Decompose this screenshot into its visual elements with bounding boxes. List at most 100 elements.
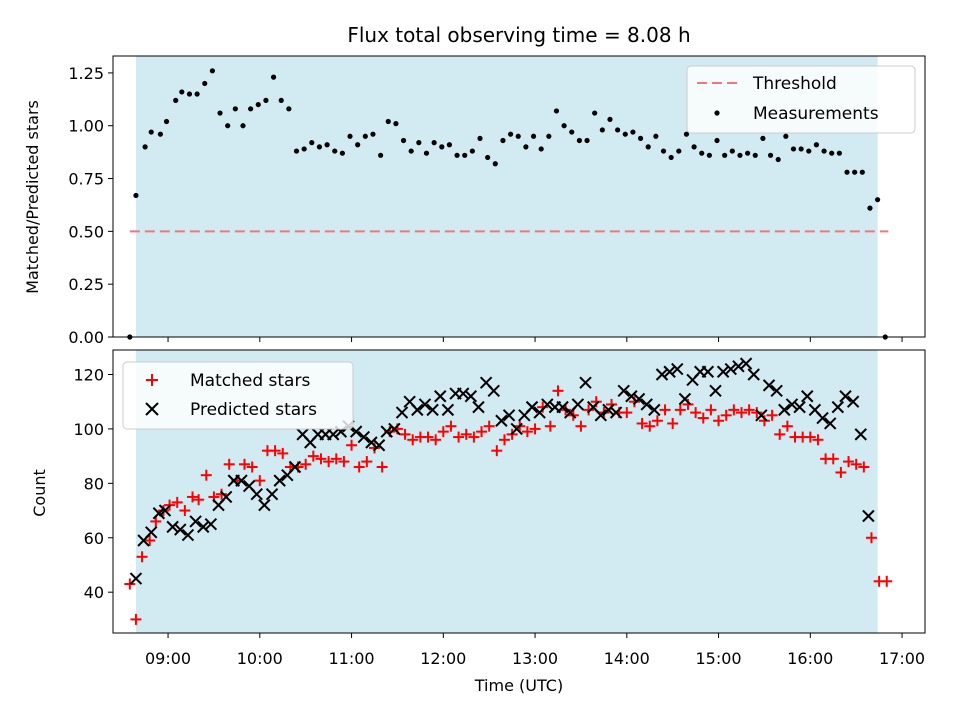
measurement-point [423,150,430,156]
matched-point [150,515,162,527]
matched-point [835,466,847,478]
y-tick-label: 80 [84,474,104,493]
measurement-point [714,137,720,144]
predicted-point [632,392,646,406]
measurement-point [439,144,445,150]
matched-point [858,461,870,473]
matched-point [781,420,793,432]
predicted-point [831,400,845,414]
matched-point [552,385,564,397]
measurement-point [561,123,567,129]
matched-point [644,420,656,432]
measurement-point [867,205,873,211]
matched-point [468,431,480,443]
matched-point [315,453,327,465]
predicted-point [823,417,837,430]
measurement-point [301,146,307,152]
predicted-point [510,422,523,436]
matched-point [136,551,148,563]
predicted-point [724,362,737,376]
measurement-point [477,135,483,141]
predicted-point [525,400,539,414]
matched-point [766,409,778,421]
matched-point [124,578,136,590]
measurement-point [270,74,277,80]
measurement-point [462,152,468,158]
top-panel: Flux total observing time = 8.08 h 0.000… [23,23,926,347]
bottom-axes-frame [112,349,926,634]
measurement-point [584,137,590,144]
measurement-point [829,150,835,156]
predicted-point [288,460,302,474]
measurement-point [569,129,575,135]
x-tick-label: 15:00 [696,649,742,668]
measurement-point [286,106,292,112]
y-tick-label: 60 [84,529,104,548]
predicted-point [456,387,470,400]
matched-point [307,450,319,462]
measurement-point [836,150,842,156]
predicted-point [770,384,783,398]
matched-point [277,447,289,459]
measurement-point [316,144,323,150]
measurement-point [469,148,475,154]
matched-point [544,420,556,432]
x-tick-label: 14:00 [604,649,650,668]
measurement-point [729,148,735,154]
measurement-point [179,89,185,95]
matched-point [774,428,786,440]
matched-point [804,431,816,443]
predicted-point [441,403,455,417]
measurement-point [202,80,208,87]
x-tick-label: 17:00 [879,649,925,668]
top-axes-frame [112,55,926,338]
measurement-point [653,133,659,139]
matched-point [476,426,488,438]
matched-point [346,439,358,451]
measurement-point [767,152,774,158]
predicted-point [411,403,424,417]
predicted-point [617,384,630,398]
measurement-point [844,169,850,175]
matched-point [254,475,266,487]
predicted-point [166,520,179,534]
x-tick-label: 11:00 [328,649,374,668]
matched-point [187,491,199,503]
measurement-point [416,140,422,146]
matched-point [529,423,541,435]
predicted-point [556,400,569,414]
measurement-point [706,152,712,158]
matched-point [865,532,877,544]
predicted-point [716,365,730,378]
matched-point [881,575,893,587]
matched-point [521,426,533,438]
matched-point [300,458,312,470]
legend-measurements-swatch [714,110,720,116]
matched-point [498,434,510,446]
y-tick-label: 40 [84,583,104,602]
measurement-point [622,131,628,137]
x-tick-label: 09:00 [145,649,191,668]
measurement-point [813,142,820,148]
predicted-point [762,379,776,392]
matched-point [843,456,855,468]
matched-point [407,434,419,446]
predicted-point [197,520,210,534]
measurement-point [400,137,407,144]
matched-point [812,434,824,446]
matched-point [697,412,709,424]
measurement-point [393,121,399,127]
top-x-axis-ticks [167,337,903,342]
measurement-point [408,148,414,154]
matched-point [453,431,465,443]
matched-point [361,456,373,468]
measurement-point [530,133,537,139]
measurement-point [347,133,353,139]
matched-point [330,453,342,465]
matched-point [735,407,747,419]
legend-matched-swatch [146,374,158,386]
measurement-point [248,106,254,112]
predicted-point [625,390,638,403]
matched-point [751,407,763,419]
